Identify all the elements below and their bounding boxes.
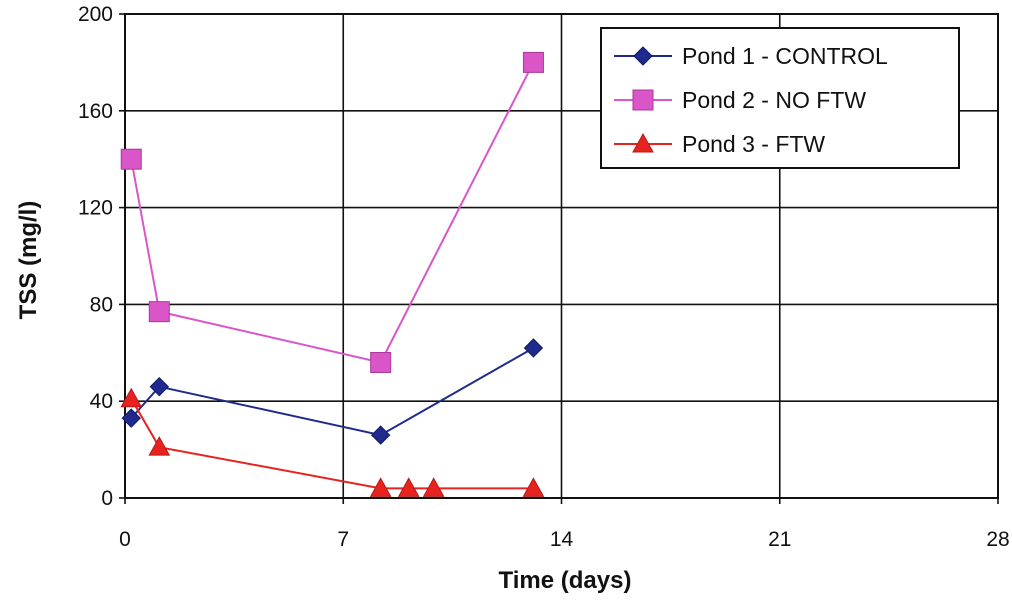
legend: Pond 1 - CONTROL Pond 2 - NO FTW Pond 3 - … xyxy=(600,27,960,169)
y-tick-label: 0 xyxy=(101,487,113,510)
tick-labels: 0 40 80 120 160 200 0 7 14 21 28 xyxy=(78,3,1010,551)
data-point xyxy=(422,477,445,497)
series-diamond xyxy=(121,338,544,445)
y-tick-label: 80 xyxy=(90,293,113,316)
plot-frame xyxy=(124,13,999,499)
data-point xyxy=(522,477,545,497)
series-line xyxy=(130,347,534,437)
legend-marker xyxy=(632,132,654,153)
y-tick-label: 120 xyxy=(78,197,113,220)
legend-label: Pond 1 - CONTROL xyxy=(682,43,888,69)
x-tick-label: 7 xyxy=(337,528,349,551)
legend-label: Pond 2 - NO FTW xyxy=(682,87,866,113)
data-point xyxy=(522,51,544,73)
legend-label: Pond 3 - FTW xyxy=(682,131,825,157)
data-point xyxy=(149,376,170,397)
legend-marker xyxy=(633,46,653,66)
data-point xyxy=(523,338,544,358)
y-axis-title: TSS (mg/l) xyxy=(15,201,42,320)
y-tick-label: 40 xyxy=(90,390,113,413)
series xyxy=(120,51,545,497)
data-point xyxy=(370,351,392,373)
x-tick-label: 0 xyxy=(119,528,131,551)
data-point xyxy=(120,387,143,408)
y-tick-label: 200 xyxy=(78,3,113,26)
series-triangle xyxy=(120,387,545,497)
data-point xyxy=(121,408,141,428)
series-square xyxy=(120,51,544,373)
x-axis-title: Time (days) xyxy=(499,567,632,594)
series-line xyxy=(130,398,534,490)
data-point xyxy=(370,425,391,445)
data-point xyxy=(148,436,171,456)
data-point xyxy=(120,148,142,170)
data-point xyxy=(148,301,170,323)
y-tick-label: 160 xyxy=(78,100,113,123)
legend-marker xyxy=(632,89,654,111)
x-tick-label: 21 xyxy=(768,528,791,551)
data-point xyxy=(369,477,392,497)
series-line xyxy=(130,61,535,364)
x-tick-label: 14 xyxy=(550,528,574,551)
data-point xyxy=(397,477,420,497)
x-tick-label: 28 xyxy=(986,528,1009,551)
